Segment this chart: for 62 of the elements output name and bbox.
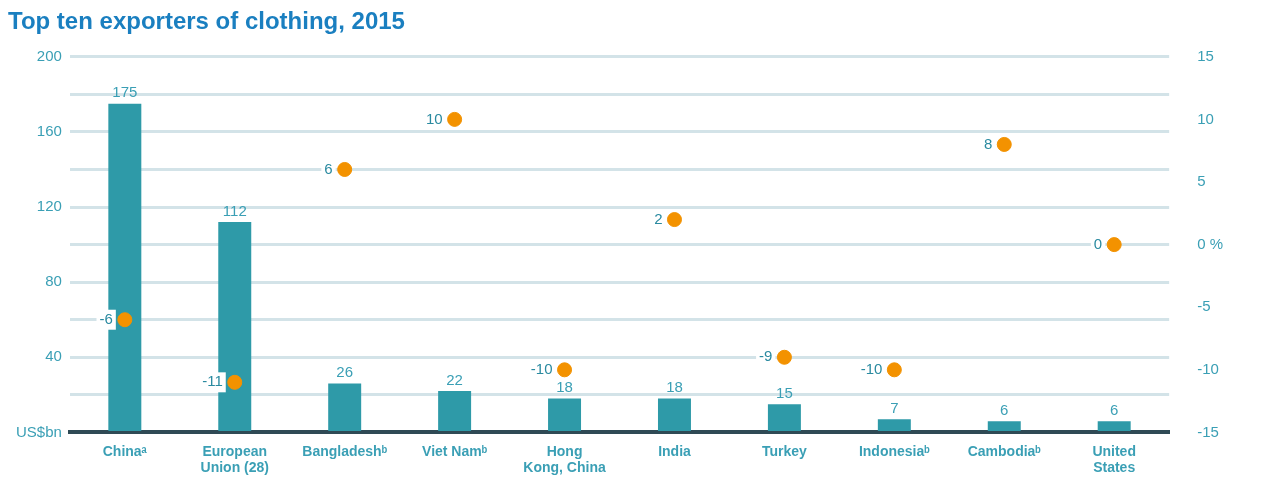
data-label: 112 (222, 201, 247, 219)
y2-tick-label: -15 (1197, 422, 1219, 440)
data-label: 6 (1000, 400, 1009, 418)
y-tick-label: US$bn (15, 422, 62, 440)
point (447, 111, 463, 127)
x-tick-label: Chinaᵃ (102, 442, 148, 459)
data-label: -10 (860, 359, 883, 377)
y-tick-label: 160 (36, 122, 62, 140)
point (337, 161, 353, 177)
point (117, 312, 133, 328)
y2-tick-label: -5 (1197, 297, 1211, 315)
x-tick-label: Hong Kong, China (523, 442, 606, 476)
point (886, 362, 902, 378)
y2-tick-label: -10 (1197, 359, 1219, 377)
data-label: 6 (1110, 400, 1119, 418)
x-tick-label: Viet Namᵇ (422, 442, 488, 459)
data-label: -10 (530, 359, 553, 377)
y-tick-label: 120 (36, 197, 62, 215)
x-tick-label: Turkey (761, 442, 808, 459)
bar (438, 391, 472, 431)
x-tick-label: India (658, 442, 692, 459)
point (557, 362, 573, 378)
chart-title: Top ten exporters of clothing, 2015 (8, 7, 405, 35)
data-label: 18 (556, 378, 573, 396)
x-tick-label: United States (1092, 442, 1136, 476)
data-label: 0 (1093, 234, 1103, 252)
data-label: 18 (666, 378, 683, 396)
point (996, 136, 1012, 152)
y2-tick-label: 10 (1197, 109, 1214, 127)
x-tick-label: Cambodiaᵇ (967, 442, 1042, 459)
bar (328, 383, 362, 431)
data-label: 2 (654, 209, 663, 227)
data-label: 26 (336, 363, 354, 381)
y-tick-label: 200 (36, 46, 62, 64)
y-tick-label: 80 (45, 272, 62, 290)
y2-tick-label: 5 (1197, 172, 1206, 190)
x-tick-label: Bangladeshᵇ (302, 442, 388, 459)
point (666, 212, 682, 228)
data-label: 7 (890, 398, 899, 416)
data-label: 15 (776, 383, 793, 401)
y2-tick-label: 15 (1197, 46, 1214, 64)
x-tick-label: European Union (28) (200, 442, 269, 476)
point (1106, 237, 1122, 253)
data-label: 6 (324, 159, 333, 177)
data-label: 8 (983, 134, 993, 152)
bar (1097, 421, 1131, 431)
data-label: 10 (425, 109, 443, 127)
bar (767, 404, 801, 431)
bar (548, 398, 582, 431)
y-tick-label: 40 (45, 347, 62, 365)
x-tick-label: Indonesiaᵇ (858, 442, 931, 459)
point (227, 374, 243, 390)
data-label: -9 (759, 347, 773, 365)
y2-tick-label: 0 % (1197, 234, 1224, 252)
data-label: 22 (446, 370, 463, 388)
data-label: -6 (99, 309, 113, 327)
data-label: 175 (112, 83, 138, 101)
bar (987, 421, 1021, 431)
point (776, 349, 792, 365)
bar (657, 398, 691, 431)
bar (877, 419, 911, 431)
data-label: -11 (202, 372, 223, 390)
